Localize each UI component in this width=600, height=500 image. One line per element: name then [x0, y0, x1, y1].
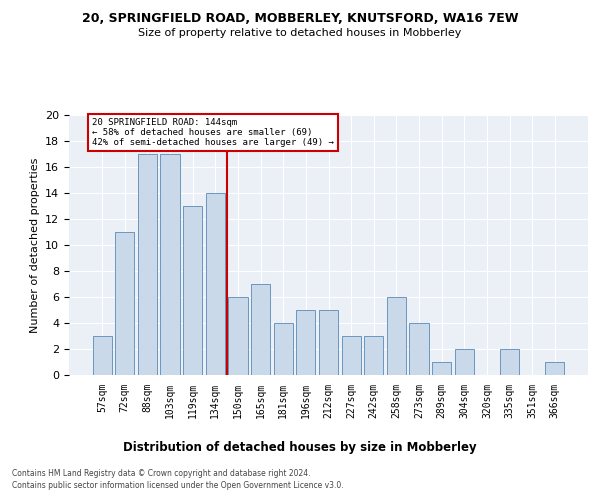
Bar [545, 362, 565, 375]
Bar [92, 336, 112, 375]
Bar [341, 336, 361, 375]
Bar [229, 297, 248, 375]
Text: 20, SPRINGFIELD ROAD, MOBBERLEY, KNUTSFORD, WA16 7EW: 20, SPRINGFIELD ROAD, MOBBERLEY, KNUTSFO… [82, 12, 518, 26]
Bar [115, 232, 134, 375]
Text: Contains public sector information licensed under the Open Government Licence v3: Contains public sector information licen… [12, 481, 344, 490]
Bar [409, 323, 428, 375]
Text: Size of property relative to detached houses in Mobberley: Size of property relative to detached ho… [139, 28, 461, 38]
Bar [364, 336, 383, 375]
Bar [160, 154, 180, 375]
Text: Contains HM Land Registry data © Crown copyright and database right 2024.: Contains HM Land Registry data © Crown c… [12, 468, 311, 477]
Bar [455, 349, 474, 375]
Bar [296, 310, 316, 375]
Bar [251, 284, 270, 375]
Bar [274, 323, 293, 375]
Bar [183, 206, 202, 375]
Bar [500, 349, 519, 375]
Bar [206, 193, 225, 375]
Y-axis label: Number of detached properties: Number of detached properties [29, 158, 40, 332]
Text: Distribution of detached houses by size in Mobberley: Distribution of detached houses by size … [123, 441, 477, 454]
Bar [138, 154, 157, 375]
Bar [387, 297, 406, 375]
Bar [432, 362, 451, 375]
Bar [319, 310, 338, 375]
Text: 20 SPRINGFIELD ROAD: 144sqm
← 58% of detached houses are smaller (69)
42% of sem: 20 SPRINGFIELD ROAD: 144sqm ← 58% of det… [92, 118, 334, 148]
